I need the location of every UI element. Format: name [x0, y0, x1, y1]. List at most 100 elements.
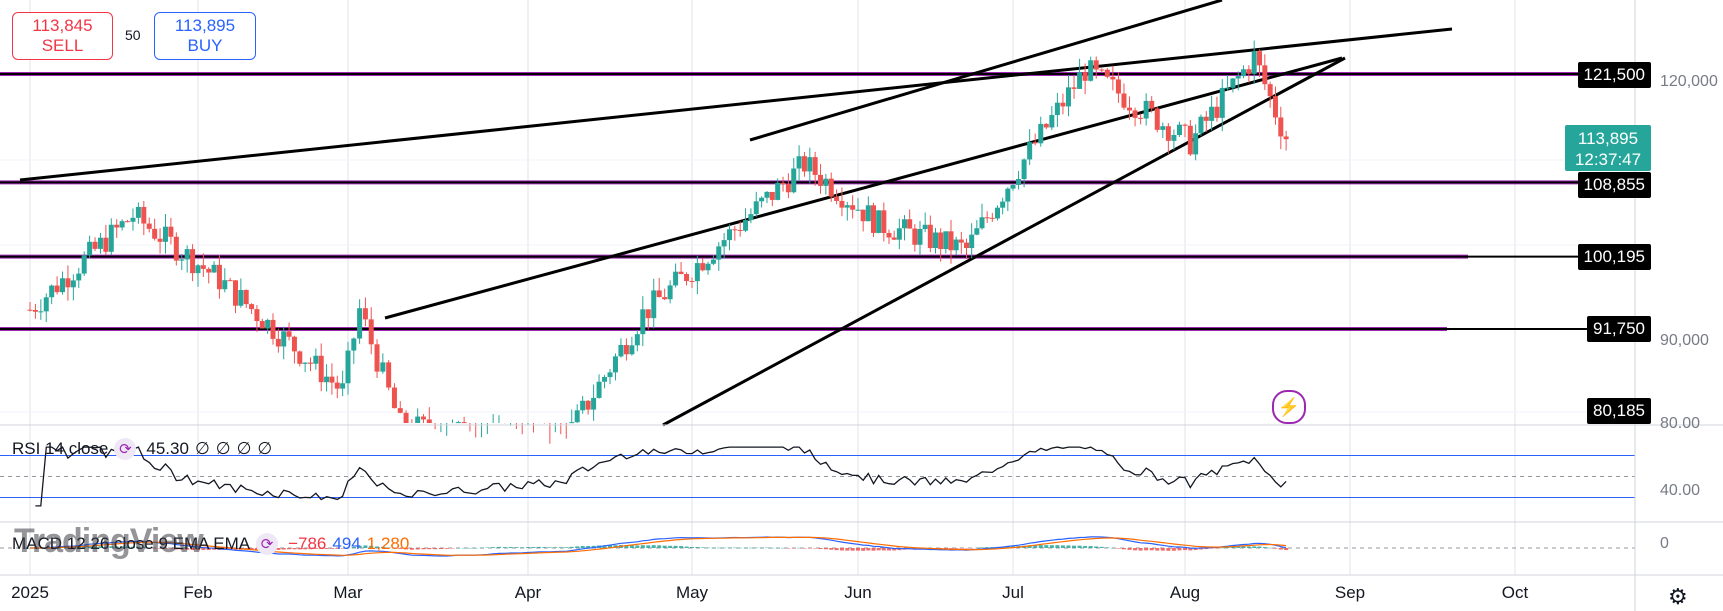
candle-body	[1010, 184, 1016, 189]
candle-body	[948, 231, 954, 251]
candle-body	[1193, 133, 1199, 155]
macd-histogram-bar	[363, 545, 368, 548]
candle-body	[38, 311, 44, 313]
macd-histogram-bar	[233, 548, 238, 550]
macd-histogram-bar	[662, 545, 667, 548]
candle-body	[179, 259, 185, 261]
candle-body	[737, 229, 743, 231]
macd-histogram-bar	[748, 547, 753, 549]
rsi-value: 45.30	[146, 439, 189, 458]
candle-body	[324, 376, 330, 383]
candle-body	[1093, 60, 1099, 70]
candle-body	[374, 344, 380, 372]
cycle-icon[interactable]: ⟳	[114, 438, 137, 460]
macd-histogram-bar	[281, 548, 286, 550]
macd-histogram-bar	[542, 547, 547, 548]
candle-body	[1149, 100, 1155, 109]
macd-histogram-bar	[228, 548, 233, 550]
macd-histogram-bar	[673, 545, 678, 548]
candle-body	[49, 285, 55, 298]
cycle-icon[interactable]: ⟳	[256, 533, 279, 555]
macd-histogram-bar	[386, 547, 391, 549]
rsi-placeholder-4: ∅	[257, 439, 273, 458]
macd-histogram-bar	[329, 548, 334, 549]
macd-histogram-bar	[850, 548, 855, 551]
candle-body	[684, 274, 690, 281]
macd-histogram-bar	[76, 546, 81, 548]
candle-body	[1160, 126, 1166, 130]
candle-body	[243, 290, 249, 305]
macd-histogram-bar	[319, 548, 324, 549]
macd-histogram-bar	[1110, 547, 1115, 549]
candle-body	[612, 356, 618, 373]
macd-histogram-bar	[292, 548, 297, 550]
macd-histogram-bar	[1083, 546, 1088, 548]
lightning-icon[interactable]: ⚡	[1272, 390, 1306, 424]
macd-histogram-bar	[732, 547, 737, 549]
macd-histogram-bar	[1241, 546, 1246, 548]
macd-histogram-bar	[392, 548, 397, 549]
macd-histogram-bar	[174, 548, 179, 550]
macd-histogram-bar	[887, 548, 891, 551]
candle-body	[270, 319, 276, 339]
macd-histogram-bar	[438, 548, 443, 550]
sell-button[interactable]: 113,845 SELL	[12, 12, 113, 60]
candle-body	[1267, 84, 1273, 97]
macd-histogram-bar	[1177, 548, 1182, 551]
macd-histogram-bar	[1204, 548, 1209, 550]
candle-body	[818, 174, 824, 186]
macd-histogram-bar	[818, 548, 823, 549]
candle-body	[1182, 124, 1188, 126]
macd-histogram-bar	[786, 548, 791, 549]
macd-legend[interactable]: MACD 12 26 close 9 EMA EMA ⟳ −786 494 1,…	[12, 533, 409, 555]
macd-histogram-bar	[1220, 547, 1225, 549]
macd-histogram-bar	[651, 545, 656, 548]
macd-histogram-bar	[398, 548, 403, 549]
macd-histogram-bar	[136, 546, 141, 548]
candle-body	[1278, 117, 1284, 137]
macd-histogram-bar	[1155, 548, 1160, 551]
buy-button[interactable]: 113,895 BUY	[154, 12, 256, 60]
macd-histogram-bar	[1246, 546, 1251, 548]
macd-histogram-bar	[881, 548, 886, 551]
time-axis-label: Apr	[515, 583, 542, 602]
candle-body	[1171, 135, 1177, 141]
macd-histogram-bar	[797, 547, 802, 549]
macd-histogram-bar	[1060, 545, 1065, 548]
macd-histogram-bar	[892, 548, 897, 551]
candle-body	[1054, 102, 1060, 116]
candle-body	[1203, 116, 1209, 121]
macd-histogram-bar	[168, 548, 173, 549]
candle-body	[1246, 69, 1252, 74]
candle-body	[1032, 142, 1038, 144]
rsi-placeholder-2: ∅	[215, 439, 231, 458]
macd-histogram-bar	[839, 548, 844, 551]
candle-body	[995, 207, 1000, 219]
level-tag-121500: 121,500	[1577, 62, 1651, 88]
candle-body	[969, 234, 975, 249]
macd-histogram-bar	[120, 546, 125, 548]
macd-histogram-bar	[1005, 546, 1010, 548]
horizontal-levels	[0, 72, 1635, 331]
buy-price: 113,895	[174, 16, 236, 35]
macd-histogram-bar	[1236, 546, 1241, 548]
candle-body	[694, 263, 700, 282]
candle-body	[1077, 72, 1083, 89]
trend-line	[662, 56, 1346, 427]
rsi-legend[interactable]: RSI 14 close ⟳ 45.30 ∅ ∅ ∅ ∅	[12, 438, 272, 460]
candle-body	[785, 184, 791, 193]
macd-histogram-bar	[340, 548, 345, 549]
candle-body	[254, 309, 260, 322]
gear-icon[interactable]: ⚙	[1668, 584, 1688, 609]
candle-body	[844, 205, 850, 208]
candle-body	[114, 224, 120, 228]
candle-body	[281, 331, 287, 347]
candle-body	[591, 397, 597, 410]
macd-histogram-bar	[690, 547, 694, 548]
macd-histogram-bar	[98, 546, 103, 548]
candle-body	[60, 278, 66, 293]
candle-body	[1110, 76, 1116, 80]
bar-countdown: 12:37:47	[1574, 150, 1642, 169]
candle-body	[812, 157, 818, 175]
